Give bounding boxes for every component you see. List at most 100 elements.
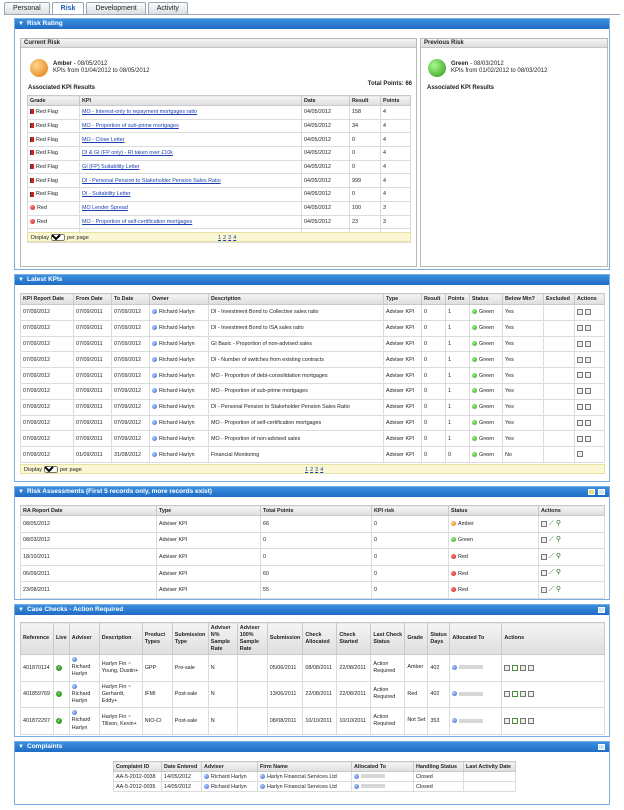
edit-icon[interactable] [504,691,511,698]
edit-icon[interactable] [577,435,583,442]
panel-header[interactable]: ▼ Case Checks - Action Required [15,605,609,615]
tab-risk[interactable]: Risk [51,2,85,15]
edit-icon[interactable] [577,340,583,347]
exclude-icon[interactable] [585,340,591,347]
page-link[interactable]: 1 [305,467,309,473]
chart-icon[interactable]: ⟋ [549,536,554,544]
col-below-min[interactable]: Below Min? [502,293,544,305]
info-icon[interactable] [204,783,209,789]
panel-header[interactable]: ▼ Risk Assessments (First 5 records only,… [15,487,609,497]
info-icon[interactable] [260,773,265,779]
col-reference[interactable]: Reference [20,622,54,655]
page-size-select[interactable]: 10 [44,466,59,474]
info-icon[interactable] [152,404,157,410]
tab-personal[interactable]: Personal [4,2,50,14]
collapse-arrow-icon[interactable]: ▼ [18,607,24,613]
print-icon[interactable] [520,691,527,698]
col-status-days[interactable]: Status Days [427,622,451,655]
collapse-arrow-icon[interactable]: ▼ [18,489,24,495]
page-link[interactable]: 3 [315,467,319,473]
collapse-arrow-icon[interactable]: ▼ [18,21,24,27]
collapse-arrow-icon[interactable]: ▼ [18,277,24,283]
page-link[interactable]: 4 [233,235,237,241]
note-icon[interactable] [528,717,535,724]
col-kpi-report-date[interactable]: KPI Report Date [20,293,74,305]
search-icon[interactable]: ⚲ [555,585,562,593]
tab-development[interactable]: Development [86,2,146,14]
tab-activity[interactable]: Activity [147,2,188,14]
col-kpi-risk[interactable]: KPI risk [371,505,449,516]
kpi-link[interactable]: DI - Suitability Letter [82,191,131,198]
chart-icon[interactable]: ⟋ [549,519,554,527]
edit-icon[interactable] [577,419,583,426]
info-icon[interactable] [260,783,265,789]
col-owner[interactable]: Owner [149,293,209,305]
col-live[interactable]: Live [53,622,70,655]
exclude-icon[interactable] [585,435,591,442]
exclude-icon[interactable] [585,388,591,395]
edit-icon[interactable] [577,372,583,379]
col-submission[interactable]: Submission [266,622,304,655]
info-icon[interactable] [71,710,77,716]
col-status[interactable]: Status [448,505,539,516]
kpi-link[interactable]: MO - Close Letter [82,136,125,143]
exclude-icon[interactable] [585,403,591,410]
edit-icon[interactable] [541,553,547,560]
print-icon[interactable] [520,717,527,724]
panel-header[interactable]: ▼ Complaints [15,742,609,752]
exclude-icon[interactable] [585,309,591,316]
edit-icon[interactable] [577,451,583,458]
edit-icon[interactable] [504,717,511,724]
info-icon[interactable] [152,309,157,315]
col-adviser[interactable]: Adviser [201,761,258,772]
col-ra-report-date[interactable]: RA Report Date [20,505,157,516]
edit-icon[interactable] [541,520,547,527]
edit-icon[interactable] [541,570,547,577]
col-check-allocated[interactable]: Check Allocated [302,622,338,655]
panel-header[interactable]: ▼ Risk Rating [15,19,609,29]
info-icon[interactable] [152,372,157,378]
col-actions[interactable]: Actions [501,622,605,655]
page-link[interactable]: 3 [228,235,232,241]
col-excluded[interactable]: Excluded [543,293,575,305]
page-link[interactable]: 2 [223,235,227,241]
col-total-points[interactable]: Total Points [260,505,372,516]
info-icon[interactable] [204,773,209,779]
col-last-check-status[interactable]: Last Check Status [370,622,406,655]
col-type[interactable]: Type [156,505,261,516]
info-icon[interactable] [152,356,157,362]
maximize-icon[interactable] [598,607,605,613]
col-allocated-to[interactable]: Allocated To [449,622,503,655]
chart-icon[interactable]: ⟋ [549,585,554,593]
edit-icon[interactable] [577,356,583,363]
edit-icon[interactable] [577,403,583,410]
kpi-link[interactable]: MO - Interest-only to repayment mortgage… [82,109,198,116]
search-icon[interactable]: ⚲ [555,536,562,544]
edit-icon[interactable] [504,664,511,671]
col-status[interactable]: Status [469,293,503,305]
edit-icon[interactable] [577,388,583,395]
col-type[interactable]: Type [383,293,422,305]
col-result[interactable]: Result [349,95,381,106]
info-icon[interactable] [152,420,157,426]
info-icon[interactable] [152,325,157,331]
info-icon[interactable] [354,773,359,779]
kpi-link[interactable]: MO Lender Spread [82,205,128,212]
col-to-date[interactable]: To Date [111,293,150,305]
page-link[interactable]: 4 [320,467,324,473]
chart-icon[interactable]: ⟋ [549,552,554,560]
col-grade[interactable]: Grade [404,622,429,655]
panel-header[interactable]: ▼ Latest KPIs [15,275,609,285]
kpi-link[interactable]: MO - Proportion of self-certification mo… [82,218,193,225]
col-date-entered[interactable]: Date Entered [161,761,202,772]
edit-icon[interactable] [577,309,583,316]
exclude-icon[interactable] [585,324,591,331]
edit-icon[interactable] [541,586,547,593]
exclude-icon[interactable] [585,419,591,426]
info-icon[interactable] [452,718,458,724]
col-submission-type[interactable]: Submission Type [171,622,209,655]
edit-icon[interactable] [541,537,547,544]
kpi-link[interactable]: DI - Personal Pension to Stakeholder Pen… [82,177,221,184]
search-icon[interactable]: ⚲ [555,569,562,577]
info-icon[interactable] [152,388,157,394]
